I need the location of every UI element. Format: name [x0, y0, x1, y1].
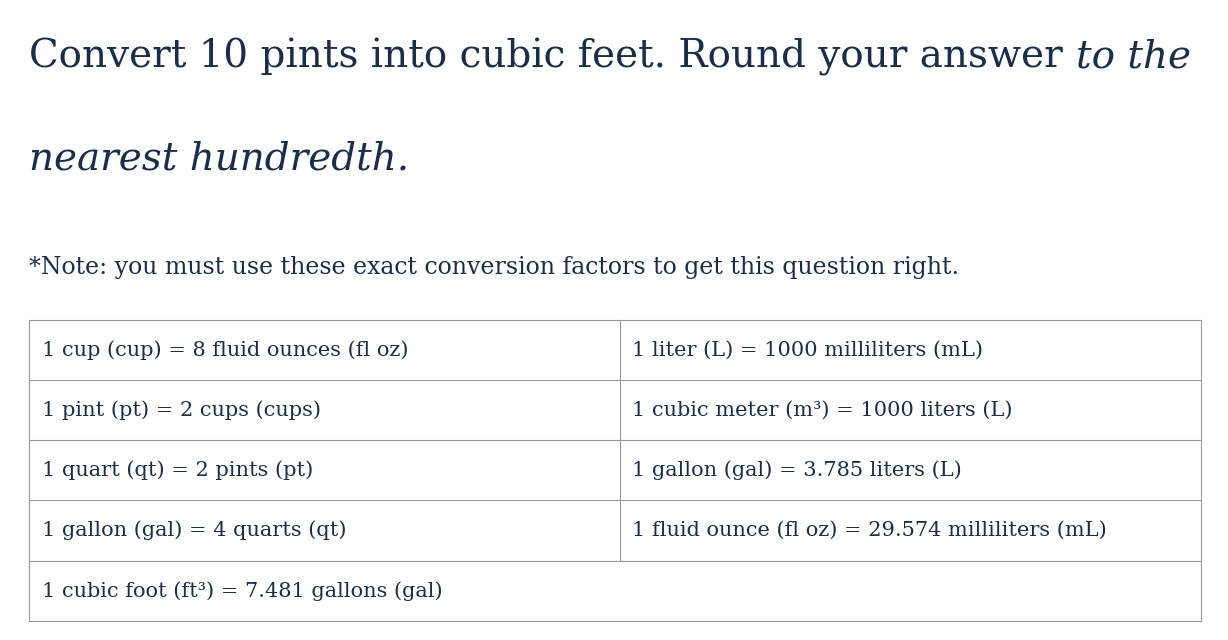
Text: 1 pint (pt) = 2 cups (cups): 1 pint (pt) = 2 cups (cups): [42, 401, 321, 420]
Text: 1 cubic meter (m³) = 1000 liters (L): 1 cubic meter (m³) = 1000 liters (L): [632, 401, 1013, 420]
Text: 1 gallon (gal) = 3.785 liters (L): 1 gallon (gal) = 3.785 liters (L): [632, 461, 963, 480]
Text: 1 gallon (gal) = 4 quarts (qt): 1 gallon (gal) = 4 quarts (qt): [42, 521, 346, 540]
Text: 1 quart (qt) = 2 pints (pt): 1 quart (qt) = 2 pints (pt): [42, 461, 313, 480]
Text: 1 fluid ounce (fl oz) = 29.574 milliliters (mL): 1 fluid ounce (fl oz) = 29.574 millilite…: [632, 521, 1108, 540]
Text: nearest hundredth.: nearest hundredth.: [29, 141, 410, 178]
Text: 1 cup (cup) = 8 fluid ounces (fl oz): 1 cup (cup) = 8 fluid ounces (fl oz): [42, 340, 408, 360]
Text: 1 liter (L) = 1000 milliliters (mL): 1 liter (L) = 1000 milliliters (mL): [632, 340, 984, 360]
Text: 1 cubic foot (ft³) = 7.481 gallons (gal): 1 cubic foot (ft³) = 7.481 gallons (gal): [42, 581, 442, 600]
Text: Convert 10 pints into cubic feet. Round your answer: Convert 10 pints into cubic feet. Round …: [29, 38, 1076, 76]
Text: *Note: you must use these exact conversion factors to get this question right.: *Note: you must use these exact conversi…: [29, 256, 959, 279]
Text: to the: to the: [1076, 38, 1191, 76]
